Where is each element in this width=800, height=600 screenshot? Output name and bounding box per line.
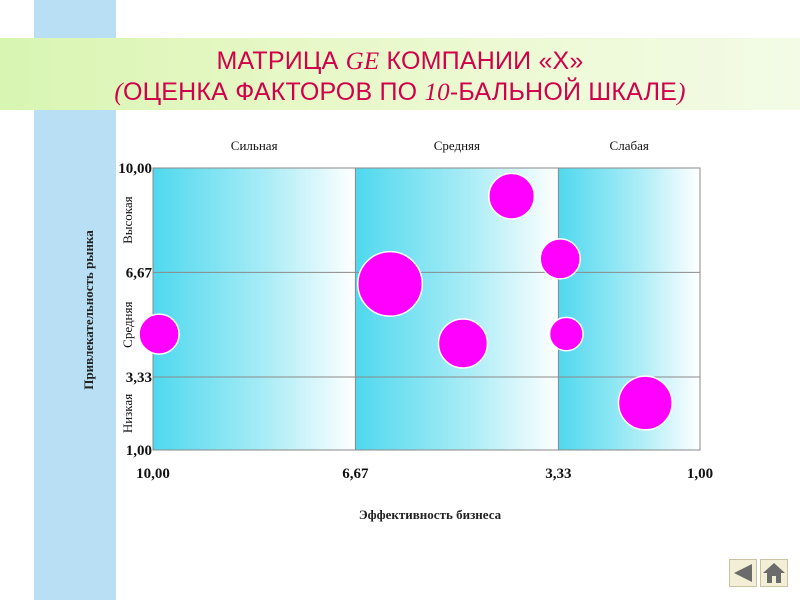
slide-title: МАТРИЦА GE КОМПАНИИ «Х» (ОЦЕНКА ФАКТОРОВ… bbox=[0, 46, 800, 108]
bubble-point-4 bbox=[488, 172, 536, 220]
x-tick-label: 3,33 bbox=[545, 466, 571, 482]
bubble-point-3 bbox=[437, 318, 489, 369]
y-axis-label: Привлекательность рынка bbox=[81, 230, 96, 390]
y-tick-label: 10,00 bbox=[118, 161, 152, 177]
home-icon bbox=[763, 563, 785, 583]
home-button[interactable] bbox=[760, 559, 788, 587]
column-label: Сильная bbox=[231, 138, 278, 153]
bubble-point-5 bbox=[539, 238, 581, 280]
left-arrow-icon bbox=[734, 564, 752, 582]
back-button[interactable] bbox=[729, 559, 757, 587]
y-tick-label: 3,33 bbox=[126, 370, 152, 386]
bubble-point-6 bbox=[548, 316, 584, 352]
row-label: Средняя bbox=[120, 302, 135, 348]
row-label: Низкая bbox=[120, 394, 135, 433]
y-tick-label: 6,67 bbox=[126, 265, 153, 281]
title-band bbox=[0, 38, 800, 110]
x-tick-label: 6,67 bbox=[342, 466, 369, 482]
plot-frame bbox=[152, 167, 701, 451]
row-label: Высокая bbox=[120, 196, 135, 244]
title-line-1: МАТРИЦА GE КОМПАНИИ «Х» bbox=[216, 47, 584, 75]
bubble-point-1 bbox=[138, 313, 180, 355]
y-tick-label: 1,00 bbox=[126, 443, 152, 459]
x-axis-label: Эффективность бизнеса bbox=[359, 507, 502, 522]
column-label: Слабая bbox=[610, 138, 649, 153]
title-line-2: (ОЦЕНКА ФАКТОРОВ ПО 10-БАЛЬНОЙ ШКАЛЕ) bbox=[114, 78, 686, 106]
brand-name: GE bbox=[345, 48, 380, 75]
bubble-point-2 bbox=[357, 250, 424, 317]
column-zone-1 bbox=[153, 168, 356, 450]
column-label: Средняя bbox=[434, 138, 480, 153]
x-tick-label: 1,00 bbox=[687, 466, 713, 482]
x-tick-label: 10,00 bbox=[136, 466, 170, 482]
bubble-point-7 bbox=[617, 375, 673, 431]
